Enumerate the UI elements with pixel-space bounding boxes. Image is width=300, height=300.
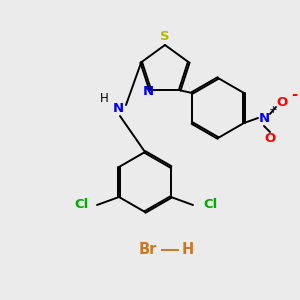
Text: Cl: Cl <box>204 199 218 212</box>
Text: N: N <box>258 112 269 124</box>
Text: -: - <box>291 86 297 101</box>
Text: N: N <box>143 85 154 98</box>
Text: H: H <box>182 242 194 257</box>
Text: N: N <box>112 101 124 115</box>
Text: S: S <box>160 31 170 44</box>
Text: O: O <box>264 133 276 146</box>
Text: +: + <box>269 105 277 115</box>
Text: O: O <box>276 95 288 109</box>
Text: Cl: Cl <box>74 199 88 212</box>
Text: H: H <box>100 92 108 104</box>
Text: Br: Br <box>139 242 157 257</box>
